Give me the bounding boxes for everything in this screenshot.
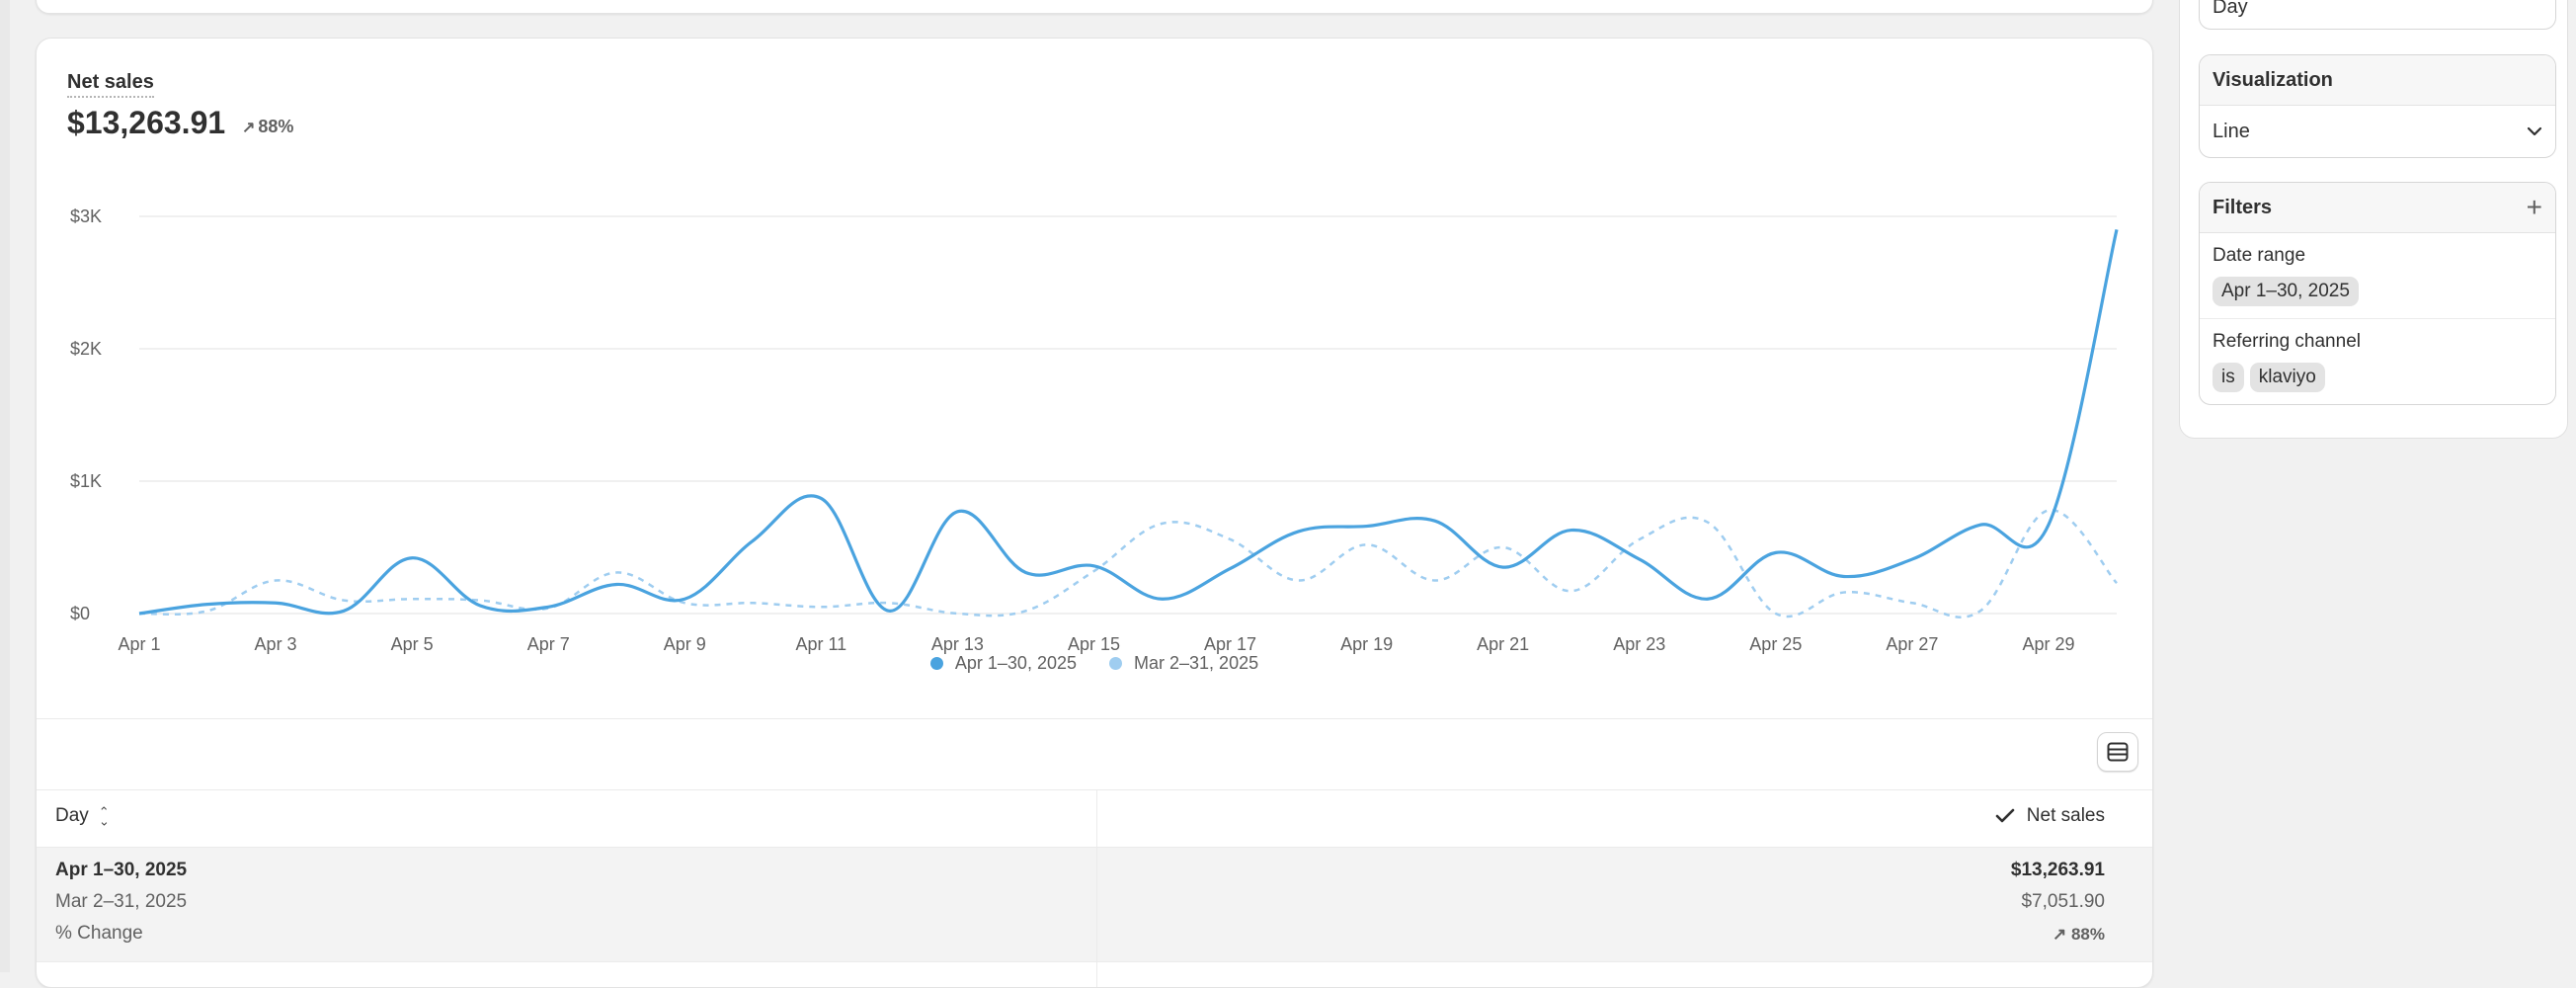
y-tick-label: $3K <box>70 206 102 226</box>
filter-date-range-pill: Apr 1–30, 2025 <box>2213 277 2359 306</box>
arrow-up-right-icon: ↗ <box>242 120 256 136</box>
column-header-day-label: Day <box>55 805 89 826</box>
column-header-net-sales[interactable]: Net sales <box>1995 805 2105 827</box>
row-current-period: Apr 1–30, 2025 <box>55 860 188 880</box>
x-tick-label: Apr 15 <box>1068 634 1120 654</box>
x-tick-label: Apr 27 <box>1886 634 1938 654</box>
legend-label-current: Apr 1–30, 2025 <box>954 653 1077 673</box>
x-tick-label: Apr 5 <box>391 634 434 654</box>
visualization-header: Visualization <box>2200 55 2555 106</box>
net-sales-line-chart: $0 $1K $2K $3K Apr 1 Apr 3 Apr 5 Apr 7 Apr 9 Apr … <box>70 206 2119 654</box>
row-previous-period: Mar 2–31, 2025 <box>55 891 188 912</box>
visualization-title: Visualization <box>2213 68 2333 91</box>
group-by-value: Day <box>2213 0 2248 18</box>
legend-dot-current <box>929 657 943 670</box>
series-line-previous <box>138 509 2118 618</box>
report-card: Net sales $13,263.91 ↗ 88% $0 $1K $2K $3K Apr… <box>36 38 2153 988</box>
table-view-button[interactable] <box>2097 732 2138 772</box>
x-tick-label: Apr 23 <box>1613 634 1665 654</box>
visualization-section: Visualization Line <box>2199 54 2556 158</box>
legend-item-previous[interactable]: Mar 2–31, 2025 <box>1109 653 1258 674</box>
metric-label[interactable]: Net sales <box>67 71 154 98</box>
previous-card <box>36 0 2153 14</box>
y-tick-label: $0 <box>70 604 90 623</box>
filter-referring-channel-label: Referring channel <box>2213 331 2361 352</box>
filters-title: Filters <box>2213 196 2273 218</box>
summary-row <box>37 848 2152 961</box>
metric-change-value: 88% <box>258 117 294 136</box>
legend-item-current[interactable]: Apr 1–30, 2025 <box>929 653 1077 674</box>
filters-header: Filters + <box>2200 183 2555 233</box>
group-by-select[interactable]: Day <box>2199 0 2556 30</box>
y-tick-label: $2K <box>70 339 102 359</box>
x-tick-label: Apr 29 <box>2022 634 2074 654</box>
column-divider <box>1096 789 1097 987</box>
value-current-period: $13,263.91 <box>2010 860 2105 880</box>
x-tick-label: Apr 11 <box>795 634 846 654</box>
table-icon <box>2107 742 2129 762</box>
x-tick-label: Apr 21 <box>1477 634 1529 654</box>
table-row-border <box>37 961 2152 962</box>
filter-date-range-label: Date range <box>2213 245 2306 266</box>
legend-label-previous: Mar 2–31, 2025 <box>1134 653 1259 673</box>
column-header-day[interactable]: Day ⌃ ⌃ <box>55 804 110 828</box>
arrow-up-right-icon: ↗ <box>2052 925 2067 944</box>
filter-date-range[interactable]: Date range Apr 1–30, 2025 <box>2200 233 2555 319</box>
value-percent-change-text: 88% <box>2070 925 2105 944</box>
filters-section: Filters + Date range Apr 1–30, 2025 Refe… <box>2199 182 2556 405</box>
column-header-net-sales-label: Net sales <box>2026 805 2105 826</box>
table-header-bottom-border <box>37 847 2152 848</box>
table-header-top-border <box>37 789 2152 790</box>
y-tick-label: $1K <box>70 471 102 491</box>
left-edge <box>0 0 10 972</box>
series-line-current <box>138 229 2119 616</box>
x-tick-label: Apr 17 <box>1204 634 1256 654</box>
x-tick-label: Apr 3 <box>255 634 297 654</box>
filter-operator-pill: is <box>2213 363 2244 392</box>
sort-icon[interactable]: ⌃ ⌃ <box>98 804 110 828</box>
chart-table-divider <box>37 718 2152 719</box>
x-tick-label: Apr 1 <box>118 634 160 654</box>
visualization-value: Line <box>2213 120 2250 142</box>
metric-value: $13,263.91 <box>67 105 226 140</box>
value-previous-period: $7,051.90 <box>2021 891 2105 912</box>
add-filter-button[interactable]: + <box>2526 192 2542 222</box>
x-tick-label: Apr 7 <box>527 634 570 654</box>
x-tick-label: Apr 25 <box>1749 634 1802 654</box>
legend-dot-previous <box>1109 657 1123 670</box>
x-tick-label: Apr 9 <box>664 634 706 654</box>
value-percent-change: ↗ 88% <box>2053 925 2105 945</box>
filter-value-pill: klaviyo <box>2249 363 2325 392</box>
metric-change: ↗ 88% <box>242 117 293 137</box>
checkmark-icon <box>1995 808 2015 823</box>
x-tick-label: Apr 19 <box>1340 634 1393 654</box>
x-tick-label: Apr 13 <box>931 634 984 654</box>
visualization-select[interactable]: Line <box>2200 106 2555 157</box>
row-percent-change: % Change <box>55 923 143 944</box>
chevron-down-icon <box>2527 126 2542 136</box>
filter-referring-channel[interactable]: Referring channel is klaviyo <box>2200 319 2555 404</box>
chart-legend: Apr 1–30, 2025 Mar 2–31, 2025 <box>37 653 2152 675</box>
